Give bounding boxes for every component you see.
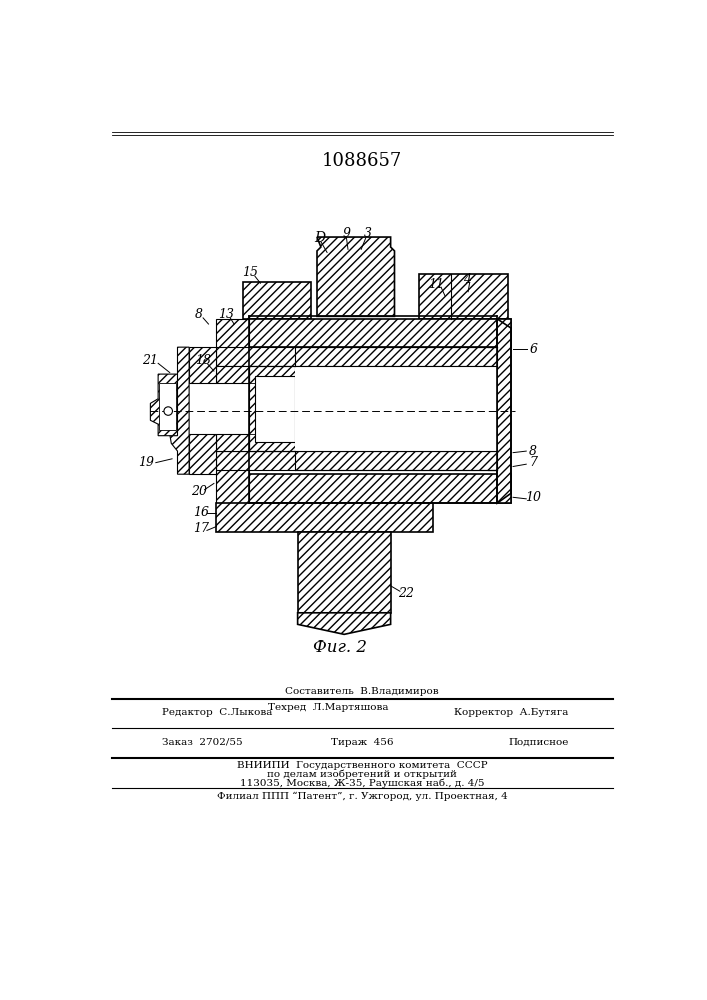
Text: 6: 6 [530, 343, 538, 356]
Text: 19: 19 [139, 456, 155, 469]
Bar [216, 434, 249, 451]
Polygon shape [170, 347, 189, 474]
Text: Техред  Л.Мартяшова: Техред Л.Мартяшова [269, 703, 389, 712]
Text: 20: 20 [191, 485, 207, 498]
Text: Корректор  А.Бутяга: Корректор А.Бутяга [455, 708, 569, 717]
Text: Тираж  456: Тираж 456 [331, 738, 393, 747]
Text: 3: 3 [363, 227, 371, 240]
Text: Подписное: Подписное [508, 738, 569, 747]
Bar [216, 319, 249, 366]
Text: 22: 22 [398, 587, 414, 600]
Bar [298, 532, 391, 613]
Text: 11: 11 [428, 278, 445, 291]
Bar [216, 451, 497, 470]
Text: 4: 4 [462, 273, 471, 286]
Bar [189, 434, 216, 474]
Text: 10: 10 [525, 491, 542, 504]
Polygon shape [151, 374, 177, 436]
Text: 8: 8 [194, 308, 202, 321]
Bar [497, 319, 510, 503]
Bar [159, 383, 176, 430]
Text: Редактор  С.Лыкова: Редактор С.Лыкова [162, 708, 272, 717]
Text: 9: 9 [342, 227, 351, 240]
Text: 1088657: 1088657 [322, 152, 402, 170]
Bar [216, 451, 249, 503]
Bar [216, 366, 249, 383]
Bar [419, 274, 508, 319]
Text: 15: 15 [243, 266, 258, 279]
Text: ВНИИПИ  Государственного комитета  СССР: ВНИИПИ Государственного комитета СССР [237, 761, 487, 770]
Bar [255, 376, 296, 442]
Bar [216, 347, 497, 366]
Text: Составитель  В.Владимиров: Составитель В.Владимиров [285, 687, 439, 696]
Text: 7: 7 [530, 456, 537, 469]
Text: D: D [314, 231, 325, 245]
Bar [249, 366, 296, 451]
Bar [243, 282, 311, 319]
Bar [249, 474, 510, 503]
Bar [189, 347, 216, 383]
Text: Филиал ППП “Патент”, г. Ужгород, ул. Проектная, 4: Филиал ППП “Патент”, г. Ужгород, ул. Про… [216, 791, 508, 801]
Text: 21: 21 [142, 354, 158, 367]
Text: 17: 17 [193, 522, 209, 535]
Bar [216, 503, 433, 532]
Text: 113035, Москва, Ж-35, Раушская наб., д. 4/5: 113035, Москва, Ж-35, Раушская наб., д. … [240, 779, 484, 788]
Text: Заказ  2702/55: Заказ 2702/55 [162, 738, 243, 747]
Polygon shape [298, 613, 391, 634]
Text: 8: 8 [530, 445, 537, 458]
Text: 16: 16 [193, 506, 209, 519]
Text: 13: 13 [218, 308, 234, 321]
Text: 18: 18 [195, 354, 211, 367]
Bar [249, 319, 510, 347]
Text: Фиг. 2: Фиг. 2 [313, 639, 367, 656]
Bar [296, 366, 497, 451]
Text: по делам изобретений и открытий: по делам изобретений и открытий [267, 770, 457, 779]
Polygon shape [317, 237, 395, 316]
Circle shape [164, 407, 173, 415]
